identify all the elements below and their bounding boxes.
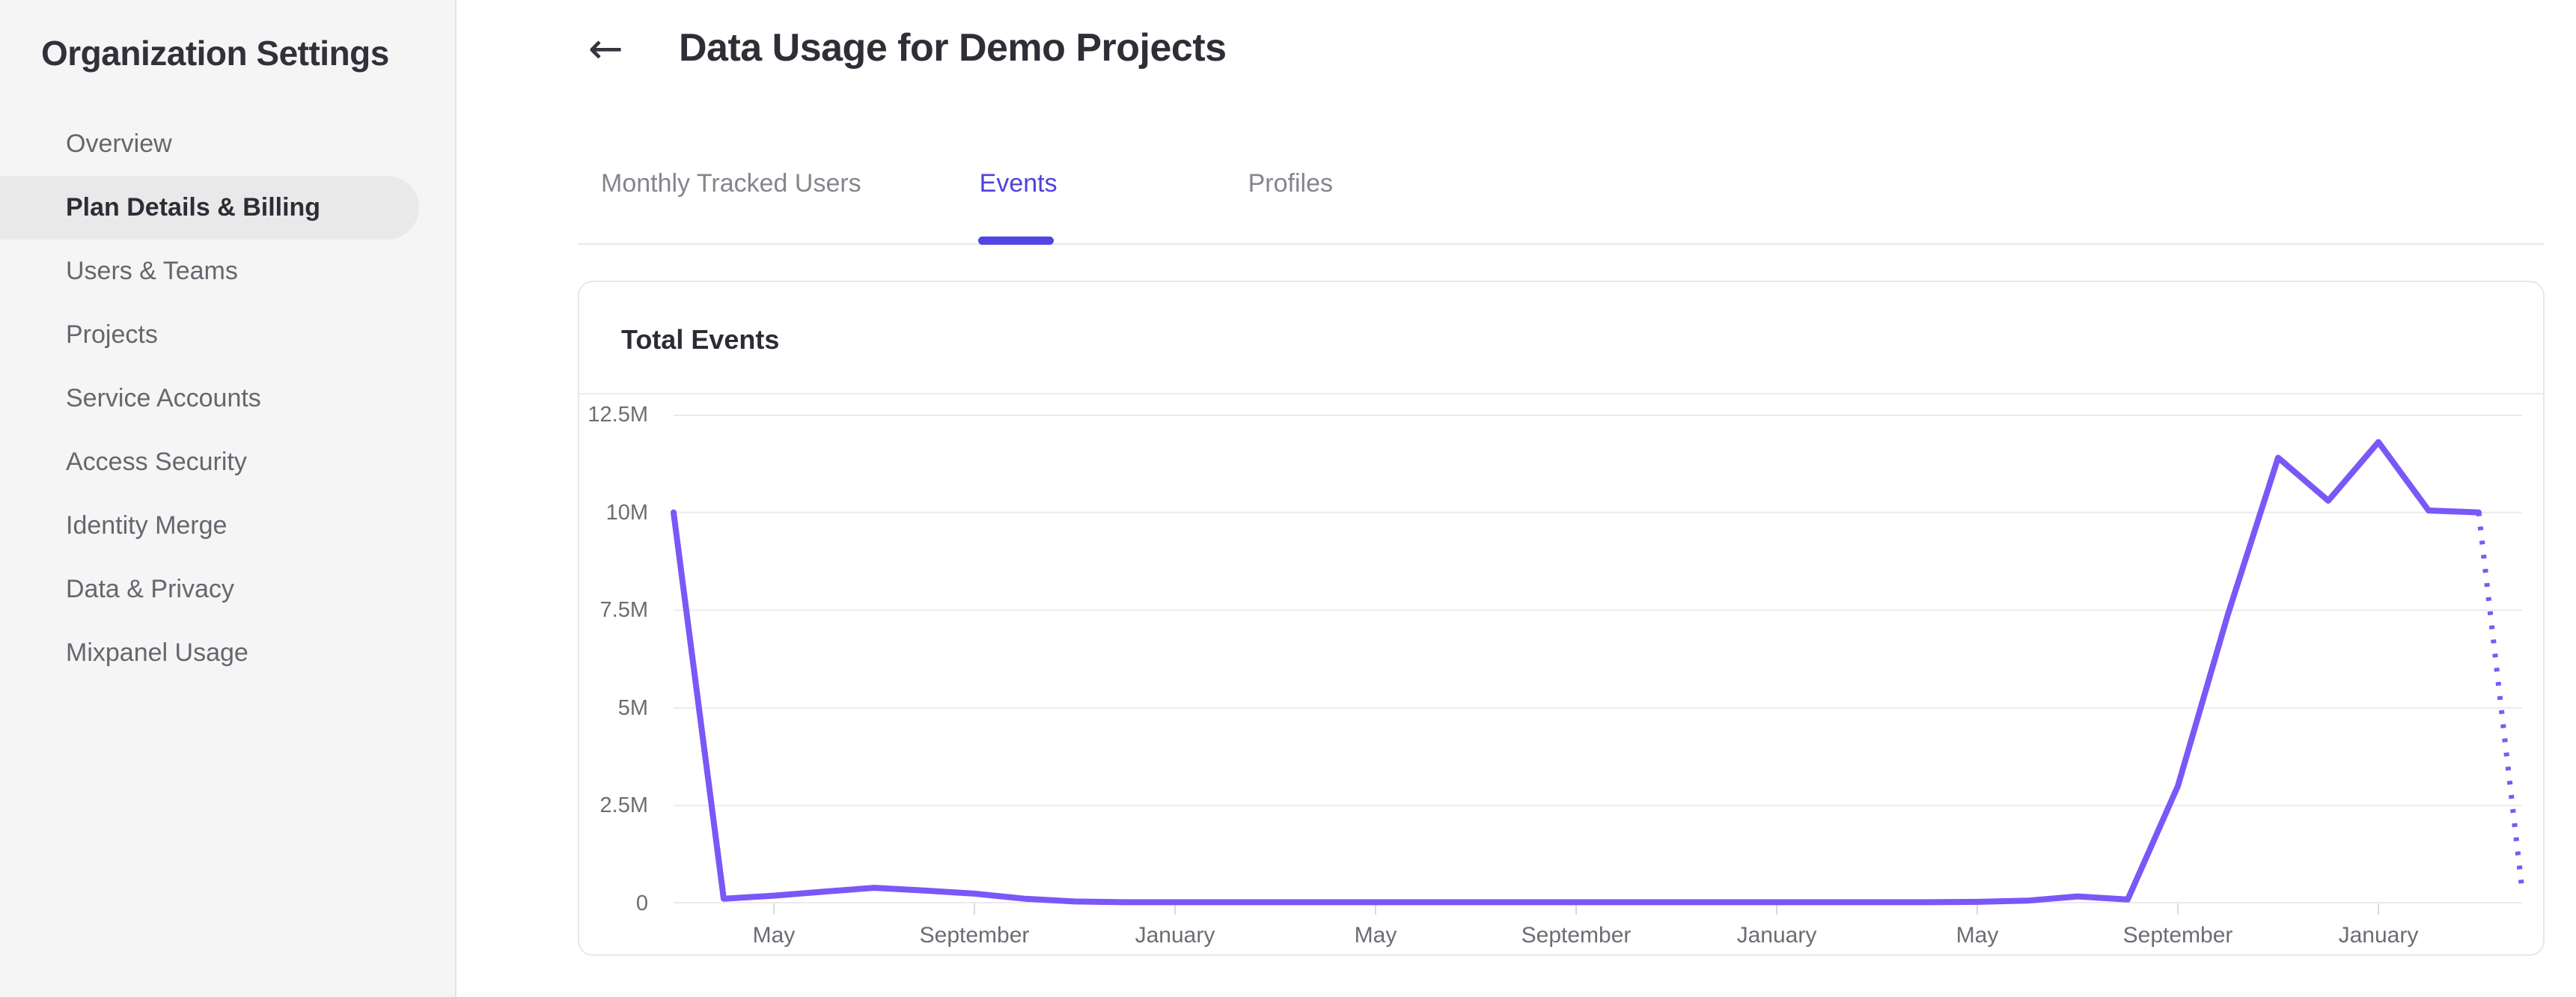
sidebar-item-overview[interactable]: Overview: [66, 129, 172, 158]
sidebar-item-access-security[interactable]: Access Security: [66, 448, 247, 476]
arrow-left-icon: ←: [588, 25, 623, 73]
sidebar-item-plan-details-billing[interactable]: Plan Details & Billing: [0, 176, 419, 240]
sidebar-nav: Overview Plan Details & Billing Users & Te…: [0, 112, 455, 685]
x-axis-label: May: [752, 923, 796, 948]
sidebar-item-identity-merge[interactable]: Identity Merge: [66, 511, 228, 540]
tabs-divider: [578, 243, 2545, 245]
tab-bar: Monthly Tracked Users Events Profiles: [601, 169, 1333, 198]
card-header-divider: [579, 393, 2543, 394]
sidebar: Organization Settings Overview Plan Detai…: [0, 0, 457, 997]
sidebar-item-users-teams[interactable]: Users & Teams: [66, 257, 238, 285]
y-axis-label: 5M: [617, 695, 648, 720]
x-axis-label: January: [1135, 923, 1215, 948]
sidebar-item-data-privacy[interactable]: Data & Privacy: [66, 575, 234, 603]
sidebar-title: Organization Settings: [41, 34, 389, 73]
back-button[interactable]: ←: [588, 22, 623, 76]
sidebar-item-projects[interactable]: Projects: [66, 320, 158, 349]
x-axis-label: January: [2338, 923, 2419, 948]
active-tab-underline: [978, 237, 1054, 245]
sidebar-item-mixpanel-usage[interactable]: Mixpanel Usage: [66, 638, 248, 667]
tab-events[interactable]: Events: [979, 169, 1057, 198]
line-plot: [671, 415, 2525, 915]
y-axis-label: 12.5M: [587, 403, 648, 427]
y-axis-label: 0: [635, 891, 648, 915]
x-axis-label: January: [1736, 923, 1817, 948]
events-line-dotted: [2476, 512, 2525, 892]
x-axis-label: May: [1956, 923, 1999, 948]
y-axis-label: 2.5M: [599, 793, 648, 818]
tab-profiles[interactable]: Profiles: [1248, 169, 1333, 198]
events-line-solid: [671, 439, 2482, 906]
x-axis-label: September: [1521, 923, 1632, 948]
total-events-chart: 0 2.5M 5M 7.5M 10M 12.5M May September January Ma…: [579, 282, 2543, 954]
total-events-card: Total Events 0 2.5M 5M 7.5M 10M 12.5M May Septe…: [578, 281, 2545, 956]
x-axis-label: May: [1354, 923, 1397, 948]
page-title: Data Usage for Demo Projects: [679, 26, 1227, 70]
chart-title: Total Events: [621, 324, 780, 355]
y-axis-label: 7.5M: [599, 598, 648, 623]
y-axis-label: 10M: [605, 500, 648, 525]
x-axis-label: September: [919, 923, 1030, 948]
sidebar-item-service-accounts[interactable]: Service Accounts: [66, 384, 261, 412]
tab-monthly-tracked-users[interactable]: Monthly Tracked Users: [601, 169, 861, 198]
x-axis-label: September: [2122, 923, 2233, 948]
